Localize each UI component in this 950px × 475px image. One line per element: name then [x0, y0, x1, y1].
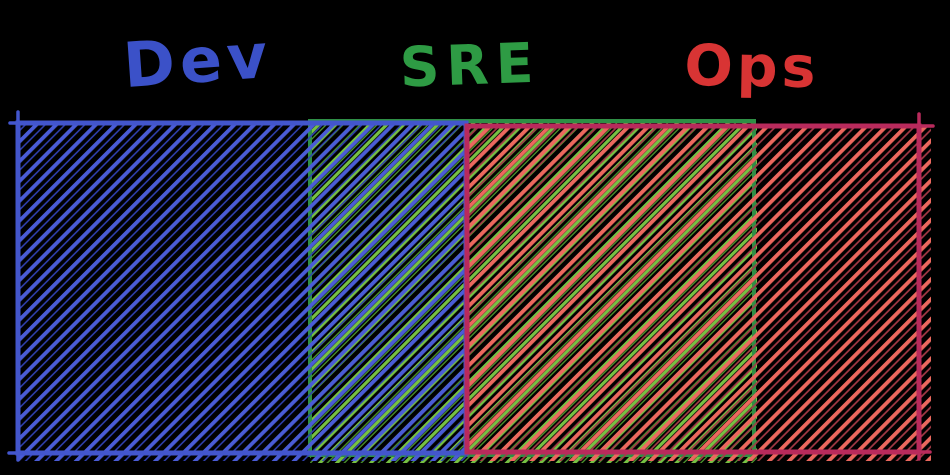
- sre-label: SRE: [399, 31, 542, 100]
- ops-set-fill: [467, 126, 931, 461]
- ops-label: Ops: [684, 33, 820, 101]
- ops-set-border: [464, 123, 922, 455]
- dev-set-fill: [18, 123, 469, 461]
- dev-label: Dev: [121, 19, 275, 102]
- dev-corner-ticks: [7, 110, 32, 462]
- ops-corner-ticks: [906, 112, 935, 461]
